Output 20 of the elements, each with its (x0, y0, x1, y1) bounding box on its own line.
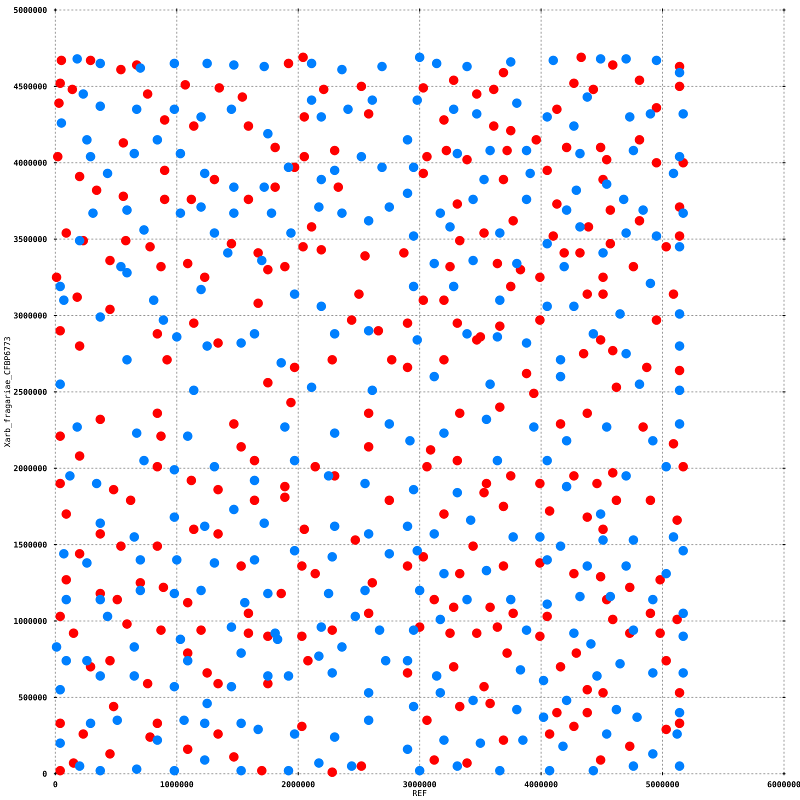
y-axis-title: Xarb_fragariae_CFBP6773 (4, 337, 12, 448)
x-tick-label: 5000000 (646, 781, 679, 788)
y-tick-label: 1000000 (14, 618, 47, 624)
y-tick-label: 500000 (18, 694, 47, 700)
x-tick-label: 3000000 (403, 781, 436, 788)
x-tick-label: 6000000 (768, 781, 800, 788)
y-tick-label: 0 (42, 770, 47, 777)
y-tick-label: 4000000 (14, 160, 47, 166)
x-tick-label: 4000000 (524, 781, 558, 788)
x-tick-label: 1000000 (160, 781, 194, 788)
x-tick-label: 2000000 (282, 781, 315, 788)
x-tick-label: 0 (53, 781, 58, 788)
y-tick-label: 2500000 (14, 388, 47, 395)
y-tick-label: 3000000 (14, 312, 47, 319)
y-tick-label: 2000000 (14, 465, 47, 472)
y-tick-label: 1500000 (14, 542, 47, 548)
y-tick-label: 4500000 (14, 83, 47, 90)
y-tick-label: 5000000 (14, 6, 47, 14)
x-axis-title: REF (413, 790, 426, 796)
y-tick-label: 3500000 (14, 236, 47, 242)
